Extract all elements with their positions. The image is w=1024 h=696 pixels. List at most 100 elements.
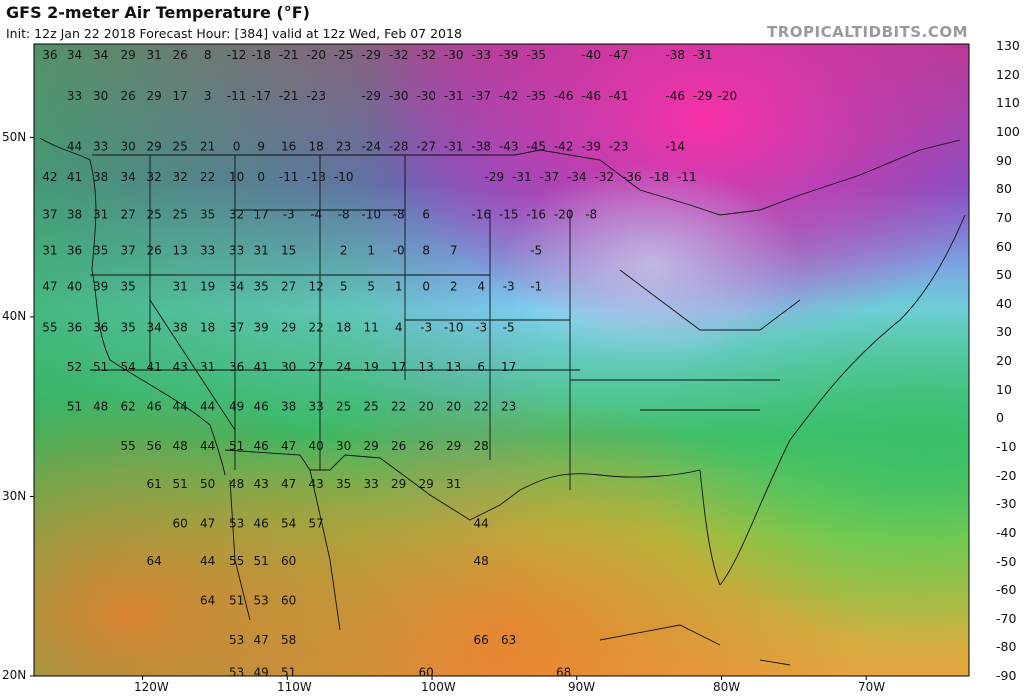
temperature-value: 52 xyxy=(67,360,82,374)
temperature-value: 31 xyxy=(200,360,215,374)
colorbar-label: 30 xyxy=(996,324,1012,340)
temperature-value: 4 xyxy=(395,321,403,335)
temperature-value: 35 xyxy=(200,208,215,222)
colorbar-label: 60 xyxy=(996,238,1012,254)
temperature-value: 63 xyxy=(501,633,516,647)
temperature-value: 44 xyxy=(200,439,215,453)
temperature-value: 57 xyxy=(309,516,324,530)
temperature-value: -23 xyxy=(306,89,326,103)
temperature-value: 17 xyxy=(391,360,406,374)
temperature-value: 16 xyxy=(281,139,296,153)
temperature-value: 1 xyxy=(367,244,375,258)
temperature-value: 44 xyxy=(200,554,215,568)
temperature-value: -46 xyxy=(554,89,574,103)
temperature-value: 37 xyxy=(42,208,57,222)
axis-ticks xyxy=(30,136,867,680)
temperature-value: 60 xyxy=(419,665,434,679)
temperature-value: -3 xyxy=(503,279,515,293)
temperature-value: 29 xyxy=(391,477,406,491)
lat-label: 20N xyxy=(2,668,27,682)
colorbar-label: -70 xyxy=(996,610,1017,626)
map-subtitle: Init: 12z Jan 22 2018 Forecast Hour: [38… xyxy=(6,26,462,41)
temperature-value: 47 xyxy=(254,633,269,647)
temperature-value: -10 xyxy=(444,321,464,335)
temperature-value: -13 xyxy=(306,170,326,184)
temperature-value: 38 xyxy=(281,400,296,414)
temperature-value: -35 xyxy=(526,89,546,103)
temperature-value: 51 xyxy=(281,665,296,679)
temperature-value: 2 xyxy=(450,279,458,293)
temperature-value: 55 xyxy=(42,321,57,335)
colorbar-label: 20 xyxy=(996,353,1012,368)
temperature-value: 27 xyxy=(309,360,324,374)
temperature-value: 39 xyxy=(254,321,269,335)
lon-label: 120W xyxy=(134,680,169,694)
temperature-value: -31 xyxy=(512,170,532,184)
map-field xyxy=(34,44,969,676)
temperature-value: -16 xyxy=(471,208,491,222)
temperature-value: -31 xyxy=(693,48,713,62)
temperature-value: 33 xyxy=(364,477,379,491)
lat-label: 40N xyxy=(2,309,27,323)
temperature-value: 31 xyxy=(254,244,269,258)
temperature-value: 41 xyxy=(254,360,269,374)
temperature-value: 44 xyxy=(474,516,489,530)
temperature-value: 60 xyxy=(281,594,296,608)
temperature-value: 12 xyxy=(309,279,324,293)
temperature-value: 8 xyxy=(422,244,430,258)
temperature-value: 62 xyxy=(120,400,135,414)
site-watermark[interactable]: TROPICALTIDBITS.COM xyxy=(767,23,968,41)
temperature-value: -37 xyxy=(539,170,559,184)
temperature-value: 29 xyxy=(446,439,461,453)
temperature-value: 35 xyxy=(120,279,135,293)
temperature-value: -10 xyxy=(361,208,381,222)
temperature-value: 36 xyxy=(67,321,82,335)
colorbar-label: -90 xyxy=(996,668,1017,683)
colorbar-label: 110 xyxy=(996,95,1020,111)
temperature-value: 64 xyxy=(146,554,161,568)
temperature-value: -20 xyxy=(717,89,737,103)
temperature-value: -18 xyxy=(649,170,669,184)
temperature-value: 36 xyxy=(93,321,108,335)
temperature-value: 26 xyxy=(146,244,161,258)
temperature-value: 29 xyxy=(120,48,135,62)
temperature-value: 17 xyxy=(501,360,516,374)
temperature-value: 40 xyxy=(309,439,324,453)
temperature-value: 49 xyxy=(229,400,244,414)
temperature-value: 1 xyxy=(395,279,403,293)
temperature-value: 10 xyxy=(229,170,244,184)
grid xyxy=(33,43,970,677)
temperature-value: 0 xyxy=(257,170,265,184)
colorbar-label: 0 xyxy=(996,410,1004,426)
temperature-value: 48 xyxy=(173,439,188,453)
temperature-value: 22 xyxy=(474,400,489,414)
temperature-value: 34 xyxy=(146,321,161,335)
temperature-value: -32 xyxy=(389,48,409,62)
colorbar-label: 70 xyxy=(996,209,1012,225)
colorbar-label: 10 xyxy=(996,381,1012,397)
temperature-value: 34 xyxy=(120,170,135,184)
colorbar-label: 50 xyxy=(996,267,1012,283)
temperature-value: 34 xyxy=(67,48,82,62)
temperature-value: 22 xyxy=(200,170,215,184)
temperature-value: 48 xyxy=(229,477,244,491)
temperature-value: -11 xyxy=(279,170,299,184)
temperature-value: 31 xyxy=(42,244,57,258)
temperature-value: 39 xyxy=(93,279,108,293)
lon-label: 100W xyxy=(421,680,456,694)
temperature-value: 30 xyxy=(281,360,296,374)
temperature-value: 37 xyxy=(120,244,135,258)
temperature-value: -30 xyxy=(389,89,409,103)
temperature-value: 53 xyxy=(254,594,269,608)
temperature-value: 44 xyxy=(200,400,215,414)
temperature-value: 22 xyxy=(309,321,324,335)
colorbar-label: -40 xyxy=(996,524,1017,540)
map-title: GFS 2-meter Air Temperature (°F) xyxy=(6,3,310,22)
temperature-value: -3 xyxy=(283,208,295,222)
temperature-value: -40 xyxy=(581,48,601,62)
temperature-value: -31 xyxy=(444,89,464,103)
temperature-value: -5 xyxy=(503,321,515,335)
temperature-value: 25 xyxy=(173,139,188,153)
temperature-value: 66 xyxy=(474,633,489,647)
temperature-value: -34 xyxy=(567,170,587,184)
